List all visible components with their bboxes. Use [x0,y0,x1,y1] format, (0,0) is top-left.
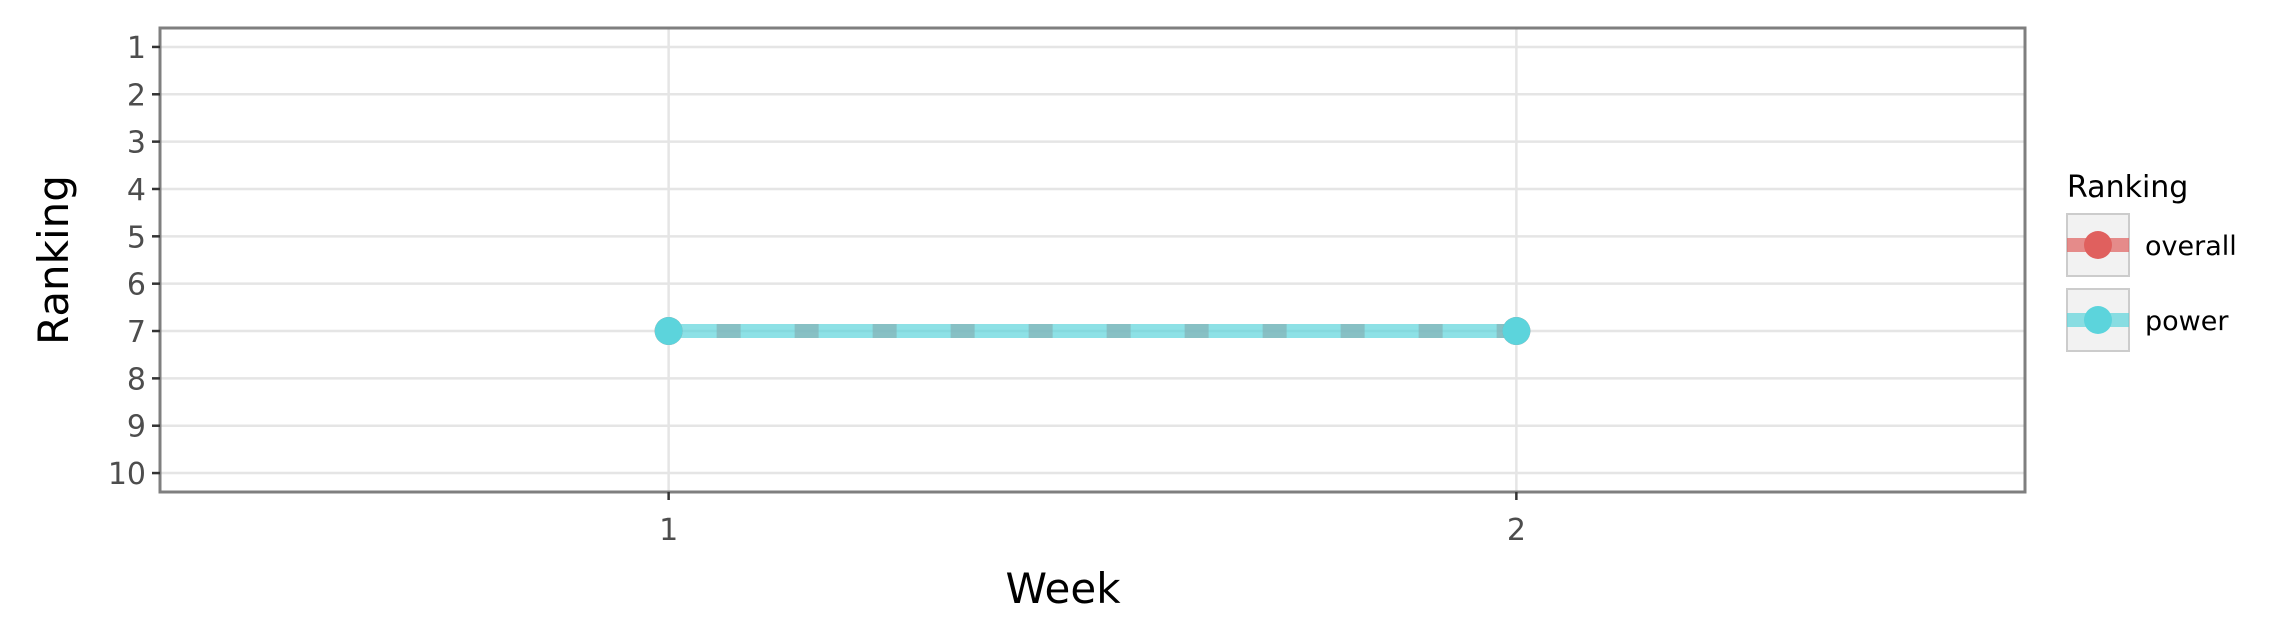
legend-label: power [2145,306,2229,337]
legend: Ranking overall power [2066,170,2237,352]
legend-label: overall [2145,231,2237,262]
y-tick-label: 4 [127,173,146,208]
y-tick-label: 7 [127,315,146,350]
y-axis: 1 2 3 4 5 6 7 8 9 10 [108,31,160,492]
y-tick-label: 2 [127,78,146,113]
plot-border [158,26,2027,494]
y-tick-label: 6 [127,268,146,303]
y-tick-label: 5 [127,220,146,255]
y-gridlines [160,45,2025,475]
legend-item-power: power [2066,288,2229,352]
plot-background [160,28,2025,492]
legend-key-marker [2084,231,2112,259]
y-tick-label: 8 [127,362,146,397]
y-tick-label: 1 [127,31,146,66]
data-point-power [654,317,683,346]
data-point-power [1502,317,1531,346]
series-layer [654,317,1531,346]
x-axis-title: Week [1005,564,1121,613]
x-tick-label: 2 [1507,513,1526,548]
x-gridlines [667,28,1518,492]
x-tick-label: 1 [659,513,678,548]
legend-key-marker [2084,306,2112,334]
y-tick-label: 3 [127,126,146,161]
legend-title: Ranking [2067,170,2188,205]
y-tick-label: 10 [108,457,146,492]
y-tick-label: 9 [127,410,146,445]
legend-items: overall power [2066,213,2237,352]
legend-item-overall: overall [2066,213,2237,277]
y-axis-title: Ranking [29,175,78,345]
